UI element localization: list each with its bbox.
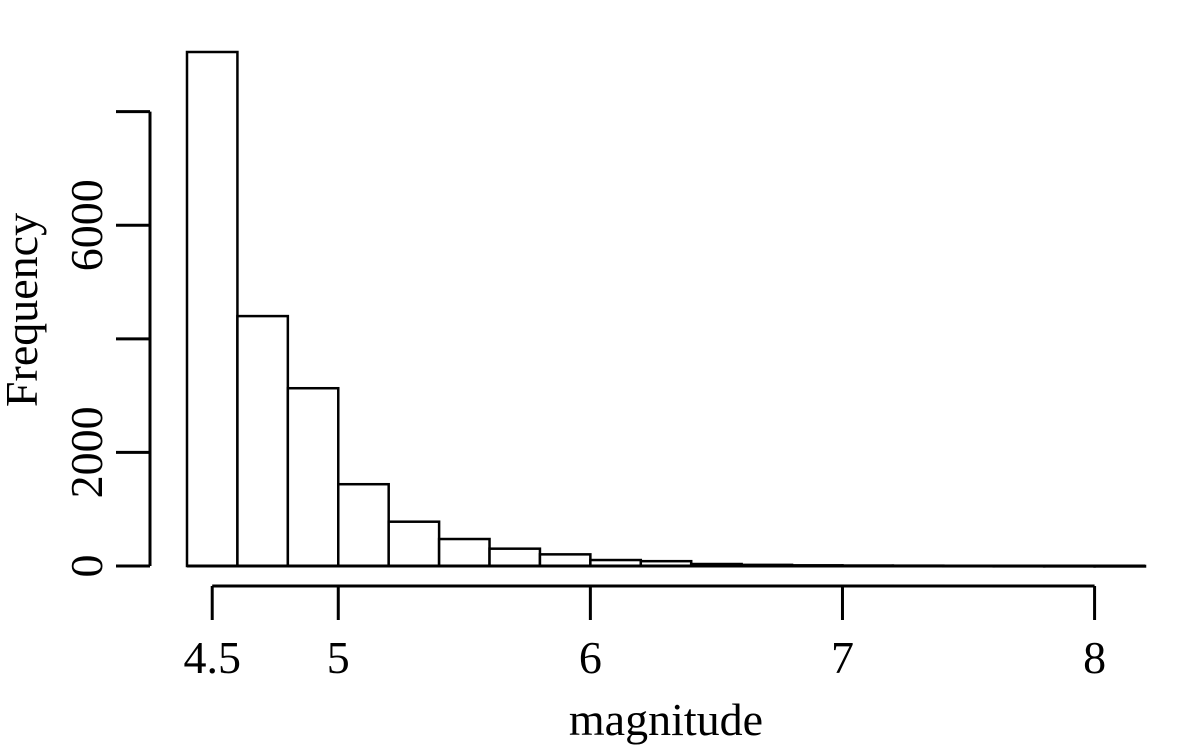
y-tick-label: 6000 xyxy=(61,179,112,271)
x-tick-label: 8 xyxy=(1083,632,1106,683)
bars-group xyxy=(185,50,1147,568)
x-tick-label: 4.5 xyxy=(183,632,241,683)
histogram-bar xyxy=(236,314,290,568)
histogram-bar xyxy=(437,537,491,568)
y-tick-label: 2000 xyxy=(61,406,112,498)
histogram-bar xyxy=(538,553,592,568)
histogram-bar xyxy=(337,482,390,568)
histogram-bar xyxy=(387,520,441,568)
x-axis-title: magnitude xyxy=(569,694,763,745)
x-tick-label: 6 xyxy=(579,632,602,683)
y-tick-label: 0 xyxy=(61,555,112,578)
histogram-bar xyxy=(488,547,542,568)
x-tick-label: 7 xyxy=(831,632,854,683)
histogram-bar xyxy=(286,386,340,568)
x-axis: 4.5 5 6 7 8 xyxy=(183,584,1106,683)
y-axis-title: Frequency xyxy=(0,213,47,407)
histogram-bar xyxy=(185,50,239,568)
x-tick-label: 5 xyxy=(327,632,350,683)
y-axis: 0 2000 6000 xyxy=(61,110,152,578)
